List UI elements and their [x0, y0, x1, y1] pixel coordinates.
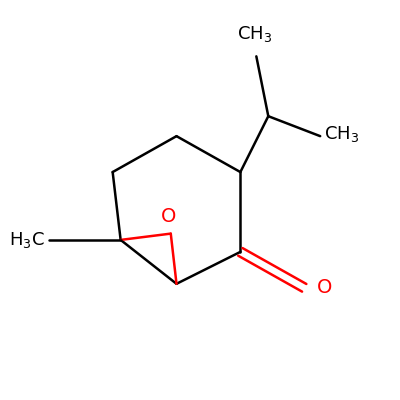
Text: O: O — [161, 207, 176, 226]
Text: $\mathregular{CH_3}$: $\mathregular{CH_3}$ — [237, 24, 272, 44]
Text: O: O — [317, 278, 332, 296]
Text: $\mathregular{H_3C}$: $\mathregular{H_3C}$ — [9, 230, 45, 250]
Text: $\mathregular{CH_3}$: $\mathregular{CH_3}$ — [324, 124, 360, 144]
